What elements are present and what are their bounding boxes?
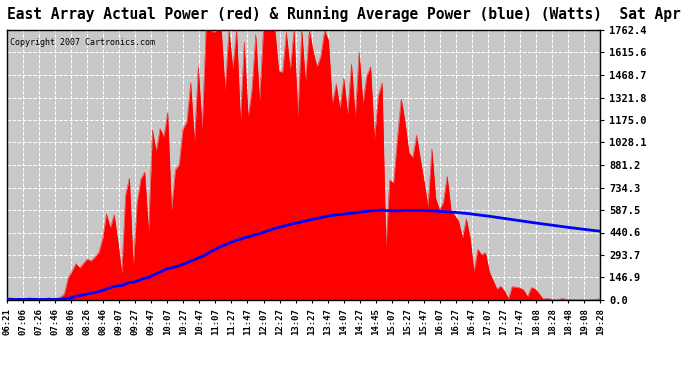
Text: Copyright 2007 Cartronics.com: Copyright 2007 Cartronics.com	[10, 38, 155, 47]
Text: East Array Actual Power (red) & Running Average Power (blue) (Watts)  Sat Apr 14: East Array Actual Power (red) & Running …	[7, 6, 690, 22]
